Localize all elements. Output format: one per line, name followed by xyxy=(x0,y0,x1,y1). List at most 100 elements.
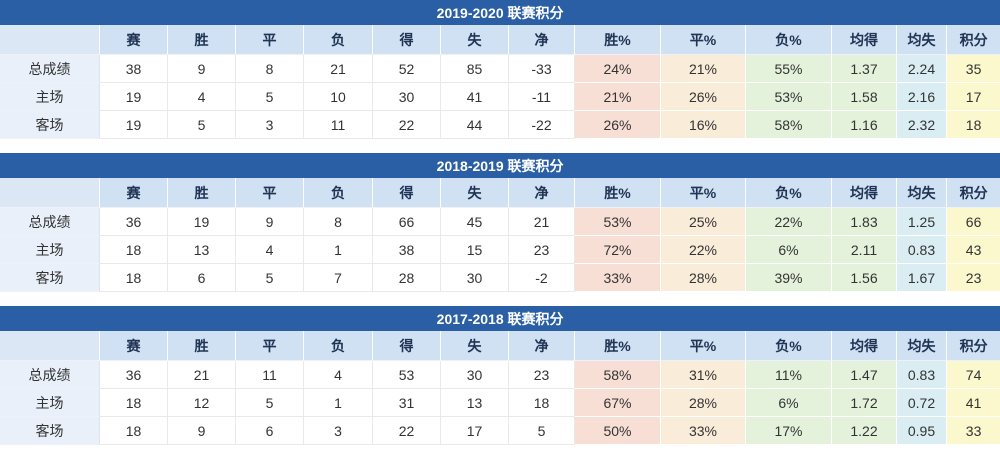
column-header-loss-pct: 负% xyxy=(746,25,832,55)
stat-cell-goal-diff: -2 xyxy=(509,264,575,292)
column-header-avg-goals-for: 均得 xyxy=(832,25,897,55)
column-header-blank xyxy=(0,178,100,208)
stat-cell-goals-for: 53 xyxy=(373,361,441,389)
stat-cell-avg-goals-for: 1.83 xyxy=(832,208,897,236)
table-title: 2017-2018 联赛积分 xyxy=(0,306,1000,331)
stat-cell-wins: 4 xyxy=(168,83,236,111)
stat-cell-goal-diff: 5 xyxy=(509,417,575,445)
row-label: 总成绩 xyxy=(0,361,100,389)
stat-cell-goals-against: 44 xyxy=(441,111,509,139)
stat-cell-matches: 19 xyxy=(100,111,168,139)
stat-cell-losses: 7 xyxy=(304,264,373,292)
column-header-win-pct: 胜% xyxy=(575,178,661,208)
column-header-draws: 平 xyxy=(236,25,304,55)
column-header-losses: 负 xyxy=(304,331,373,361)
stat-cell-wins: 19 xyxy=(168,208,236,236)
column-header-draws: 平 xyxy=(236,178,304,208)
stat-cell-goals-for: 52 xyxy=(373,55,441,83)
stat-cell-points: 23 xyxy=(947,264,1000,292)
stat-cell-goals-for: 28 xyxy=(373,264,441,292)
row-label: 主场 xyxy=(0,236,100,264)
column-header-win-pct: 胜% xyxy=(575,331,661,361)
header-row: 赛胜平负得失净胜% 平% 负% 均得 均失 积分 xyxy=(0,331,1000,361)
column-header-avg-goals-against: 均失 xyxy=(897,25,947,55)
stat-cell-avg-goals-for: 1.16 xyxy=(832,111,897,139)
stat-cell-avg-goals-against: 2.16 xyxy=(897,83,947,111)
row-label: 客场 xyxy=(0,264,100,292)
stat-cell-losses: 11 xyxy=(304,111,373,139)
column-header-loss-pct: 负% xyxy=(746,178,832,208)
table-row: 总成绩 38 9 8 21 52 85 -33 24% 21% 55% 1.37 2.24 35 xyxy=(0,55,1000,83)
stat-cell-loss-pct: 6% xyxy=(746,389,832,417)
table-title: 2018-2019 联赛积分 xyxy=(0,153,1000,178)
stat-cell-wins: 21 xyxy=(168,361,236,389)
stat-cell-win-pct: 24% xyxy=(575,55,661,83)
column-header-draw-pct: 平% xyxy=(661,178,746,208)
stat-cell-goal-diff: 23 xyxy=(509,361,575,389)
stat-cell-win-pct: 50% xyxy=(575,417,661,445)
stat-cell-wins: 13 xyxy=(168,236,236,264)
table-row: 主场 18 12 5 1 31 13 18 67% 28% 6% 1.72 0.72 41 xyxy=(0,389,1000,417)
league-table-3: 2017-2018 联赛积分赛胜平负得失净胜% 平% 负% 均得 均失 积分 总成绩 36 21… xyxy=(0,306,1000,445)
stat-cell-wins: 9 xyxy=(168,55,236,83)
stat-cell-avg-goals-for: 1.72 xyxy=(832,389,897,417)
stat-cell-goals-against: 85 xyxy=(441,55,509,83)
stat-cell-avg-goals-against: 2.32 xyxy=(897,111,947,139)
stat-cell-draws: 9 xyxy=(236,208,304,236)
stat-cell-draws: 5 xyxy=(236,83,304,111)
stat-cell-wins: 12 xyxy=(168,389,236,417)
column-header-draws: 平 xyxy=(236,331,304,361)
stat-cell-win-pct: 33% xyxy=(575,264,661,292)
column-header-goals-for: 得 xyxy=(373,331,441,361)
stat-cell-draws: 11 xyxy=(236,361,304,389)
stat-cell-win-pct: 72% xyxy=(575,236,661,264)
stat-cell-draws: 5 xyxy=(236,389,304,417)
column-header-wins: 胜 xyxy=(168,25,236,55)
column-header-goal-diff: 净 xyxy=(509,331,575,361)
column-header-goals-against: 失 xyxy=(441,331,509,361)
column-header-points: 积分 xyxy=(947,25,1000,55)
stat-cell-draws: 6 xyxy=(236,417,304,445)
stat-cell-goals-for: 22 xyxy=(373,111,441,139)
column-header-wins: 胜 xyxy=(168,178,236,208)
stat-cell-losses: 8 xyxy=(304,208,373,236)
stat-cell-win-pct: 53% xyxy=(575,208,661,236)
stat-cell-win-pct: 67% xyxy=(575,389,661,417)
stat-cell-draw-pct: 33% xyxy=(661,417,746,445)
stat-cell-points: 35 xyxy=(947,55,1000,83)
stat-cell-losses: 1 xyxy=(304,236,373,264)
stat-cell-matches: 18 xyxy=(100,389,168,417)
column-header-blank xyxy=(0,331,100,361)
stat-cell-draw-pct: 28% xyxy=(661,264,746,292)
column-header-blank xyxy=(0,25,100,55)
league-table-1: 2019-2020 联赛积分赛胜平负得失净胜% 平% 负% 均得 均失 积分 总成绩 38 9 8… xyxy=(0,0,1000,139)
column-header-wins: 胜 xyxy=(168,331,236,361)
stat-cell-loss-pct: 53% xyxy=(746,83,832,111)
stat-cell-losses: 21 xyxy=(304,55,373,83)
stat-cell-draws: 3 xyxy=(236,111,304,139)
table-row: 主场 19 4 5 10 30 41 -11 21% 26% 53% 1.58 2.16 17 xyxy=(0,83,1000,111)
column-header-avg-goals-against: 均失 xyxy=(897,178,947,208)
stat-cell-draw-pct: 28% xyxy=(661,389,746,417)
column-header-goals-for: 得 xyxy=(373,178,441,208)
stat-cell-goal-diff: -33 xyxy=(509,55,575,83)
column-header-goal-diff: 净 xyxy=(509,178,575,208)
stat-cell-goals-for: 22 xyxy=(373,417,441,445)
stat-cell-avg-goals-for: 1.58 xyxy=(832,83,897,111)
column-header-points: 积分 xyxy=(947,331,1000,361)
table-row: 总成绩 36 19 9 8 66 45 21 53% 25% 22% 1.83 1.25 66 xyxy=(0,208,1000,236)
stat-cell-matches: 36 xyxy=(100,361,168,389)
stat-cell-draw-pct: 22% xyxy=(661,236,746,264)
row-label: 主场 xyxy=(0,389,100,417)
stat-cell-goals-against: 30 xyxy=(441,264,509,292)
stat-cell-losses: 4 xyxy=(304,361,373,389)
table-row: 客场 19 5 3 11 22 44 -22 26% 16% 58% 1.16 2.32 18 xyxy=(0,111,1000,139)
stat-cell-goals-against: 30 xyxy=(441,361,509,389)
stat-cell-goal-diff: -11 xyxy=(509,83,575,111)
league-table-2: 2018-2019 联赛积分赛胜平负得失净胜% 平% 负% 均得 均失 积分 总成绩 36 19… xyxy=(0,153,1000,292)
column-header-goals-against: 失 xyxy=(441,178,509,208)
stat-cell-avg-goals-for: 2.11 xyxy=(832,236,897,264)
stat-cell-goals-against: 41 xyxy=(441,83,509,111)
stat-cell-goals-for: 66 xyxy=(373,208,441,236)
stat-cell-win-pct: 26% xyxy=(575,111,661,139)
